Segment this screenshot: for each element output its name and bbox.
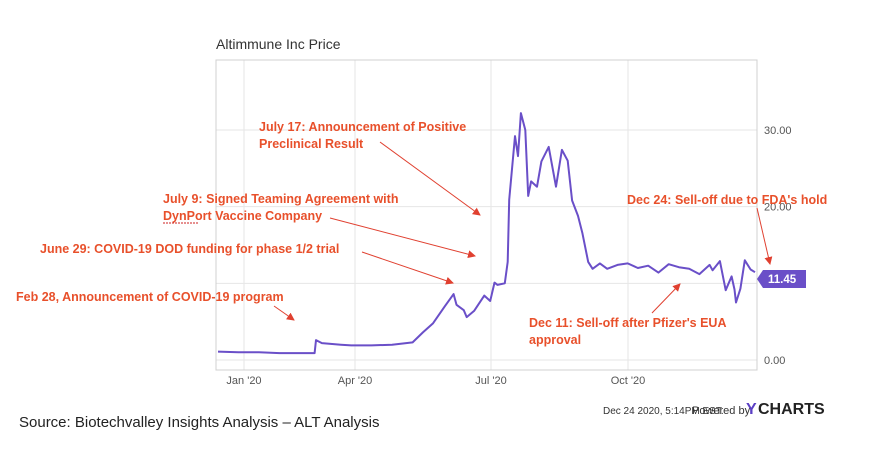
x-axis: Jan '20 Apr '20 Jul '20 Oct '20 (226, 375, 645, 387)
annotations: July 17: Announcement of Positive Precli… (16, 120, 827, 347)
annotation-dec24: Dec 24: Sell-off due to FDA's hold (627, 193, 827, 207)
annotation-july9-line2: DynPort Vaccine Company (163, 209, 322, 223)
annotation-july17: July 17: Announcement of Positive (259, 120, 466, 134)
badge-shape (757, 270, 806, 288)
annotation-dec11-line2: approval (529, 333, 581, 347)
ycharts-logo-y: Y (746, 401, 757, 418)
y-tick-label: 20.00 (764, 202, 792, 214)
arrow-dec24 (756, 207, 773, 265)
x-tick-label: Jul '20 (475, 375, 506, 387)
footer: Dec 24 2020, 5:14PM EST. Powered by Y CH… (603, 401, 825, 418)
x-tick-label: Oct '20 (611, 375, 646, 387)
source-caption: Source: Biotechvalley Insights Analysis … (19, 414, 380, 431)
series-line-price (217, 112, 756, 355)
timestamp: Dec 24 2020, 5:14PM EST. (603, 406, 724, 417)
annotation-feb28: Feb 28, Announcement of COVID-19 program (16, 290, 284, 304)
chart-title: Altimmune Inc Price (216, 36, 341, 52)
grid (216, 60, 757, 370)
annotation-june29: June 29: COVID-19 DOD funding for phase … (40, 242, 339, 256)
annotation-july17-line2: Preclinical Result (259, 137, 364, 151)
arrow-july9 (329, 217, 476, 259)
last-value-badge: 11.45 (757, 270, 806, 288)
ycharts-logo-text: CHARTS (758, 401, 825, 418)
x-tick-label: Apr '20 (338, 375, 373, 387)
y-tick-label: 0.00 (764, 355, 785, 367)
arrow-dec11 (651, 283, 681, 314)
powered-by-label: Powered by (692, 405, 751, 417)
y-axis: 0.00 10.00 20.00 30.00 (764, 125, 792, 367)
plot-area (215, 59, 758, 371)
annotation-dec11: Dec 11: Sell-off after Pfizer's EUA (529, 316, 726, 330)
y-tick-label: 30.00 (764, 125, 792, 137)
last-value-label: 11.45 (768, 274, 797, 286)
x-tick-label: Jan '20 (226, 375, 261, 387)
annotation-july9: July 9: Signed Teaming Agreement with (163, 192, 398, 206)
arrow-july17 (379, 141, 481, 216)
arrow-june29 (361, 251, 454, 285)
arrow-feb28 (273, 305, 295, 321)
